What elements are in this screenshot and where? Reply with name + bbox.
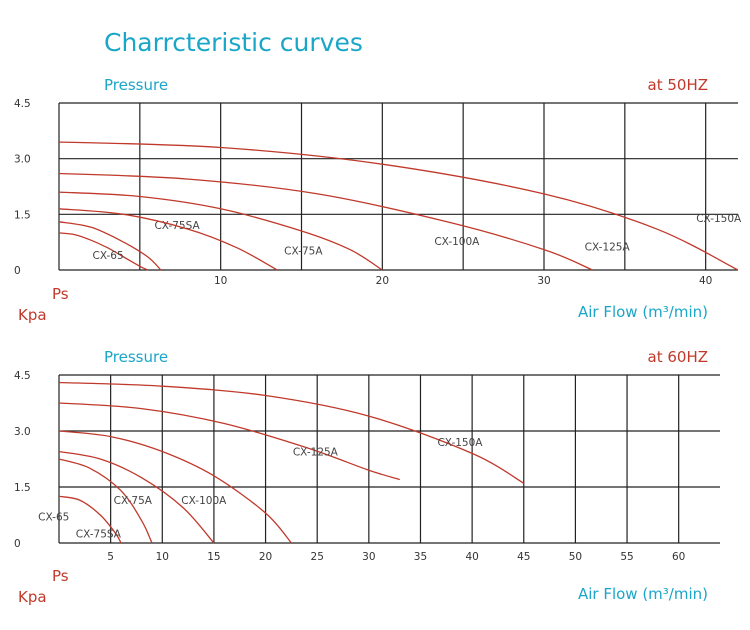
x-tick-label: 30 <box>537 275 550 287</box>
y-unit-label-secondary: Kpa <box>18 588 47 606</box>
y-unit-label: Ps <box>52 285 69 303</box>
curve-cx-75sa <box>58 458 153 544</box>
curve-label-cx-150a: CX-150A <box>437 437 483 449</box>
y-tick-label: 0 <box>14 265 21 277</box>
curve-label-cx-125a: CX-125A <box>585 241 631 253</box>
x-axis-label: Air Flow (m³/min) <box>578 585 708 603</box>
curve-label-cx-75a: CX-75A <box>284 245 323 257</box>
x-tick-label: 60 <box>672 551 685 563</box>
frequency-label: at 60HZ <box>648 348 708 366</box>
curve-label-cx-150a: CX-150A <box>696 213 742 225</box>
x-tick-label: 5 <box>107 551 114 563</box>
x-axis-label: Air Flow (m³/min) <box>578 303 708 321</box>
curve-label-cx-100a: CX-100A <box>181 495 227 507</box>
curve-label-cx-65: CX-65 <box>93 250 124 262</box>
curve-cx-150a <box>58 381 525 484</box>
curve-cx-100a <box>58 430 292 544</box>
x-tick-label: 10 <box>156 551 169 563</box>
curve-cx-75a <box>58 208 278 271</box>
x-tick-label: 10 <box>214 275 227 287</box>
page-title: Charrcteristic curves <box>104 28 363 57</box>
frequency-label: at 50HZ <box>648 76 708 94</box>
x-tick-label: 20 <box>376 275 389 287</box>
x-tick-label: 20 <box>259 551 272 563</box>
curve-cx-100a <box>58 191 383 271</box>
y-tick-label: 3.0 <box>14 154 31 166</box>
y-axis-label: Pressure <box>104 76 168 94</box>
y-tick-label: 4.5 <box>14 370 31 382</box>
x-tick-label: 35 <box>414 551 427 563</box>
curve-cx-75a <box>58 450 215 544</box>
y-axis-label: Pressure <box>104 348 168 366</box>
x-tick-label: 45 <box>517 551 530 563</box>
chart-1: 4.5 3.0 1.5 0 10 20 30 40 Pressure at 50HZ Ps Kpa Ai… <box>14 76 742 324</box>
x-tick-label: 25 <box>311 551 324 563</box>
curve-label-cx-100a: CX-100A <box>434 236 480 248</box>
y-tick-label: 4.5 <box>14 98 31 110</box>
y-unit-label-secondary: Kpa <box>18 306 47 324</box>
x-tick-label: 15 <box>207 551 220 563</box>
curve-cx-65 <box>58 495 122 544</box>
curve-cx-75sa <box>58 221 162 271</box>
x-tick-label: 40 <box>699 275 712 287</box>
x-tick-label: 55 <box>620 551 633 563</box>
curve-label-cx-75a: CX-75A <box>114 495 153 507</box>
curve-label-cx-65: CX-65 <box>38 512 69 524</box>
curve-cx-125a <box>58 402 400 481</box>
curve-cx-65 <box>58 232 149 271</box>
x-tick-label: 50 <box>569 551 582 563</box>
y-tick-label: 1.5 <box>14 209 31 221</box>
y-tick-label: 1.5 <box>14 482 31 494</box>
curve-cx-125a <box>58 172 593 271</box>
curve-label-cx-125a: CX-125A <box>293 446 339 458</box>
curve-cx-150a <box>58 141 739 271</box>
x-tick-label: 30 <box>362 551 375 563</box>
chart-2: 4.5 3.0 1.5 0 5 10 15 20 25 30 35 40 45 50 55 60 Pressur… <box>14 348 720 606</box>
y-tick-label: 3.0 <box>14 426 31 438</box>
curve-label-cx-75sa: CX-75SA <box>76 528 122 540</box>
x-tick-label: 40 <box>465 551 478 563</box>
y-tick-label: 0 <box>14 538 21 550</box>
y-unit-label: Ps <box>52 567 69 585</box>
